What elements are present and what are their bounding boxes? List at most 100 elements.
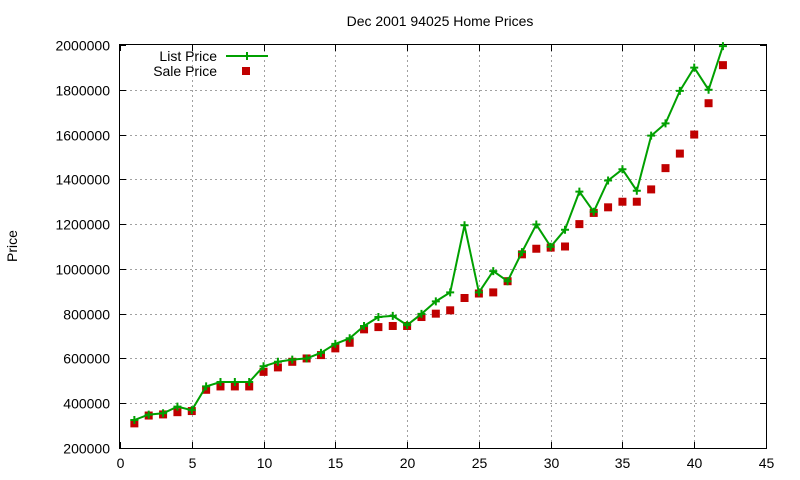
sale-price-point [216, 382, 225, 391]
plot-frame [119, 44, 767, 449]
sale-price-point [446, 306, 455, 315]
list-price-point [130, 416, 139, 425]
legend-label-sale-price: Sale Price [153, 63, 217, 79]
list-price-point [718, 42, 727, 51]
list-price-point [704, 85, 713, 94]
list-price-point [446, 288, 455, 297]
chart-title: Dec 2001 94025 Home Prices [347, 13, 534, 29]
list-price-point [202, 382, 211, 391]
x-tick-label: 30 [544, 455, 560, 471]
y-axis-label: Price [4, 230, 20, 262]
x-tick-label: 25 [472, 455, 488, 471]
list-price-point [173, 402, 182, 411]
series-marks [130, 42, 727, 428]
list-price-point [417, 309, 426, 318]
list-price-point [403, 321, 412, 330]
sale-price-point [173, 408, 182, 417]
list-price-point [575, 187, 584, 196]
list-price-point [532, 220, 541, 229]
list-price-point [561, 225, 570, 234]
list-price-point [604, 176, 613, 185]
list-price-point [187, 406, 196, 415]
list-price-point [474, 288, 483, 297]
x-tick-label: 10 [257, 455, 273, 471]
list-price-point [661, 119, 670, 128]
sale-price-point [690, 130, 699, 139]
y-tick-label: 200000 [63, 441, 110, 457]
legend-marker-sale-price [242, 67, 250, 75]
list-price-point [546, 242, 555, 251]
sale-price-point [561, 242, 570, 251]
list-price-point [632, 186, 641, 195]
list-price-point [273, 357, 282, 366]
list-price-point [489, 267, 498, 276]
sale-price-point [647, 185, 656, 194]
y-tick-label: 800000 [63, 307, 110, 323]
sale-price-point [259, 367, 268, 376]
y-tick-label: 1600000 [55, 128, 110, 144]
list-price-point [345, 334, 354, 343]
sale-price-point [604, 203, 613, 212]
y-tick-label: 600000 [63, 351, 110, 367]
y-tick-label: 400000 [63, 396, 110, 412]
sale-price-point [489, 288, 498, 297]
x-tick-label: 0 [117, 455, 125, 471]
list-price-point [288, 355, 297, 364]
sale-price-point [661, 164, 670, 173]
list-price-point [159, 409, 168, 418]
x-tick-label: 15 [328, 455, 344, 471]
list-price-point [517, 248, 526, 257]
sale-price-point [675, 149, 684, 158]
sale-price-point [431, 309, 440, 318]
x-tick-label: 20 [400, 455, 416, 471]
y-tick-label: 1000000 [55, 262, 110, 278]
sale-price-point [374, 323, 383, 332]
list-price-point [675, 86, 684, 95]
list-price-point [388, 311, 397, 320]
list-price-point [144, 410, 153, 419]
sale-price-point [273, 363, 282, 372]
list-price-point [216, 377, 225, 386]
list-price-point [647, 131, 656, 140]
sale-price-point [230, 382, 239, 391]
x-tick-label: 5 [189, 455, 197, 471]
axis-ticks: 0 5 10 15 20 25 30 35 40 45 200000 400000 600000 8000… [55, 38, 774, 472]
legend-marker-list-price [243, 52, 251, 60]
list-price-point [690, 63, 699, 72]
y-tick-label: 2000000 [55, 38, 110, 54]
sale-price-point [245, 382, 254, 391]
list-price-point [302, 354, 311, 363]
sale-price-point [460, 293, 469, 302]
list-price-point [618, 165, 627, 174]
list-price-point [245, 377, 254, 386]
sale-price-point [331, 344, 340, 353]
list-price-point [360, 321, 369, 330]
sale-price-point [575, 220, 584, 229]
list-price-point [431, 297, 440, 306]
x-tick-label: 45 [759, 455, 775, 471]
sale-price-point [718, 61, 727, 70]
sale-price-point [632, 197, 641, 206]
sale-price-point [388, 321, 397, 330]
list-price-point [316, 348, 325, 357]
list-price-point [374, 313, 383, 322]
list-price-point [460, 221, 469, 230]
y-tick-label: 1400000 [55, 172, 110, 188]
list-price-point [331, 339, 340, 348]
list-price-point [589, 207, 598, 216]
legend-label-list-price: List Price [159, 48, 217, 64]
list-price-point [230, 377, 239, 386]
list-price-point [503, 277, 512, 286]
y-tick-label: 1200000 [55, 217, 110, 233]
x-tick-label: 35 [615, 455, 631, 471]
sale-price-point [704, 99, 713, 108]
list-price-point [259, 362, 268, 371]
legend: List Price Sale Price [153, 48, 268, 79]
sale-price-point [345, 338, 354, 347]
x-tick-label: 40 [687, 455, 703, 471]
sale-price-point [532, 244, 541, 253]
sale-price-point [618, 197, 627, 206]
y-tick-label: 1800000 [55, 83, 110, 99]
list-price-line [134, 45, 724, 421]
